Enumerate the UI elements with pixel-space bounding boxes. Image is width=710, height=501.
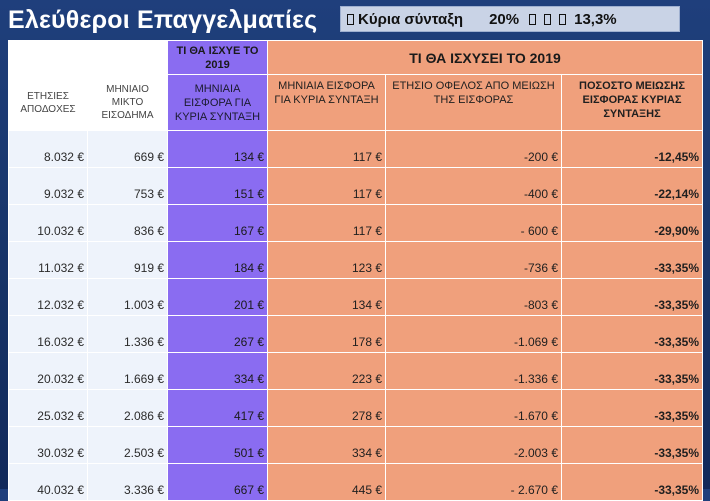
annual-benefit-cell: -2.003 € (385, 426, 562, 464)
old-contribution-cell: 417 € (167, 389, 268, 427)
new-contribution-cell: 334 € (267, 426, 386, 464)
column-header: ΠΟΣΟΣΤΟ ΜΕΙΩΣΗΣ ΕΙΣΦΟΡΑΣ ΚΥΡΙΑΣ ΣΥΝΤΑΞΗΣ (560, 74, 704, 131)
old-contribution-cell: 134 € (167, 130, 268, 168)
annual-benefit-cell: -400 € (385, 167, 562, 205)
badge-rate-after: 13,3% (574, 10, 617, 28)
reduction-percent-cell: -12,45% (560, 130, 704, 168)
table-row: 20.032 €1.669 €334 €223 € -1.336 € -33,35% (8, 352, 704, 390)
column-header: ΜΗΝΙΑΙΑ ΕΙΣΦΟΡΑ ΓΙΑ ΚΥΡΙΑ ΣΥΝΤΑΞΗ (267, 74, 386, 131)
badge-label: Κύρια σύνταξη (358, 10, 464, 28)
header-old-group: ΤΙ ΘΑ ΙΣΧΥΕ ΤΟ 2019 (167, 40, 268, 75)
annual-benefit-cell: -736 € (385, 241, 562, 279)
contributions-table: ΤΙ ΘΑ ΙΣΧΥΕ ΤΟ 2019 ΤΙ ΘΑ ΙΣΧΥΣΕΙ ΤΟ 201… (8, 40, 704, 501)
checkbox-glyph-icon (347, 13, 354, 25)
annual-earnings-cell: 9.032 € (8, 167, 88, 205)
reduction-percent-cell: -33,35% (560, 389, 704, 427)
table-row: 40.032 €3.336 €667 €445 € - 2.670 € -33,35… (8, 463, 704, 501)
header-new-group: ΤΙ ΘΑ ΙΣΧΥΣΕΙ ΤΟ 2019 (266, 40, 704, 75)
monthly-income-cell: 2.503 € (87, 426, 168, 464)
column-header: ΕΤΗΣΙΕΣ ΑΠΟΔΟΧΕΣ (8, 74, 88, 131)
annual-benefit-cell: - 2.670 € (385, 463, 562, 501)
monthly-income-cell: 1.003 € (87, 278, 168, 316)
column-header: ΜΗΝΙΑΙΟ ΜΙΚΤΟ ΕΙΣΟΔΗΜΑ (87, 74, 168, 131)
old-contribution-cell: 334 € (167, 352, 268, 390)
badge-rate-before: 20% (489, 10, 520, 28)
annual-benefit-cell: -1.069 € (385, 315, 562, 353)
monthly-income-cell: 3.336 € (87, 463, 168, 501)
annual-benefit-cell: -200 € (385, 130, 562, 168)
page-title: Ελεύθεροι Επαγγελματίες (8, 6, 318, 34)
new-contribution-cell: 278 € (267, 389, 386, 427)
monthly-income-cell: 919 € (87, 241, 168, 279)
monthly-income-cell: 836 € (87, 204, 168, 242)
annual-benefit-cell: - 600 € (385, 204, 562, 242)
arrow-glyph-icon (544, 13, 552, 25)
annual-earnings-cell: 8.032 € (8, 130, 88, 168)
header-blank (8, 40, 168, 75)
new-contribution-cell: 117 € (267, 167, 386, 205)
old-contribution-cell: 167 € (167, 204, 268, 242)
annual-earnings-cell: 25.032 € (8, 389, 88, 427)
monthly-income-cell: 753 € (87, 167, 168, 205)
table-row: 16.032 €1.336 €267 €178 € -1.069 € -33,35% (8, 315, 704, 353)
annual-earnings-cell: 10.032 € (8, 204, 88, 242)
new-contribution-cell: 223 € (267, 352, 386, 390)
new-contribution-cell: 178 € (267, 315, 386, 353)
arrow-glyph-icon (559, 13, 567, 25)
monthly-income-cell: 1.669 € (87, 352, 168, 390)
annual-earnings-cell: 16.032 € (8, 315, 88, 353)
new-contribution-cell: 123 € (267, 241, 386, 279)
table-row: 10.032 €836 €167 €117 € - 600 € -29,90% (8, 204, 704, 242)
annual-benefit-cell: -803 € (385, 278, 562, 316)
new-contribution-cell: 117 € (267, 204, 386, 242)
annual-earnings-cell: 11.032 € (8, 241, 88, 279)
annual-benefit-cell: -1.336 € (385, 352, 562, 390)
pension-rate-badge: Κύρια σύνταξη 20% 13,3% (340, 6, 680, 32)
old-contribution-cell: 201 € (167, 278, 268, 316)
monthly-income-cell: 2.086 € (87, 389, 168, 427)
new-contribution-cell: 134 € (267, 278, 386, 316)
reduction-percent-cell: -33,35% (560, 241, 704, 279)
annual-earnings-cell: 30.032 € (8, 426, 88, 464)
table-row: 25.032 €2.086 €417 €278 € -1.670 € -33,35% (8, 389, 704, 427)
table-row: 9.032 €753 €151 €117 € -400 € -22,14% (8, 167, 704, 205)
table-row: 8.032 €669 €134 €117 € -200 € -12,45% (8, 130, 704, 168)
old-contribution-cell: 667 € (167, 463, 268, 501)
column-header: ΜΗΝΙΑΙΑ ΕΙΣΦΟΡΑ ΓΙΑ ΚΥΡΙΑ ΣΥΝΤΑΞΗ (167, 74, 268, 131)
old-contribution-cell: 184 € (167, 241, 268, 279)
old-contribution-cell: 267 € (167, 315, 268, 353)
reduction-percent-cell: -22,14% (560, 167, 704, 205)
new-contribution-cell: 117 € (267, 130, 386, 168)
old-contribution-cell: 151 € (167, 167, 268, 205)
reduction-percent-cell: -29,90% (560, 204, 704, 242)
reduction-percent-cell: -33,35% (560, 278, 704, 316)
monthly-income-cell: 1.336 € (87, 315, 168, 353)
table-row: 12.032 €1.003 €201 €134 € -803 € -33,35% (8, 278, 704, 316)
new-contribution-cell: 445 € (267, 463, 386, 501)
reduction-percent-cell: -33,35% (560, 352, 704, 390)
annual-benefit-cell: -1.670 € (385, 389, 562, 427)
old-contribution-cell: 501 € (167, 426, 268, 464)
reduction-percent-cell: -33,35% (560, 315, 704, 353)
table-row: 30.032 €2.503 €501 €334 € -2.003 € -33,35% (8, 426, 704, 464)
reduction-percent-cell: -33,35% (560, 426, 704, 464)
table-row: 11.032 €919 €184 €123 € -736 € -33,35% (8, 241, 704, 279)
annual-earnings-cell: 20.032 € (8, 352, 88, 390)
column-header: ΕΤΗΣΙΟ ΟΦΕΛΟΣ ΑΠΟ ΜΕΙΩΣΗ ΤΗΣ ΕΙΣΦΟΡΑΣ (385, 74, 562, 131)
monthly-income-cell: 669 € (87, 130, 168, 168)
annual-earnings-cell: 12.032 € (8, 278, 88, 316)
reduction-percent-cell: -33,35% (560, 463, 704, 501)
arrow-glyph-icon (529, 13, 537, 25)
annual-earnings-cell: 40.032 € (8, 463, 88, 501)
